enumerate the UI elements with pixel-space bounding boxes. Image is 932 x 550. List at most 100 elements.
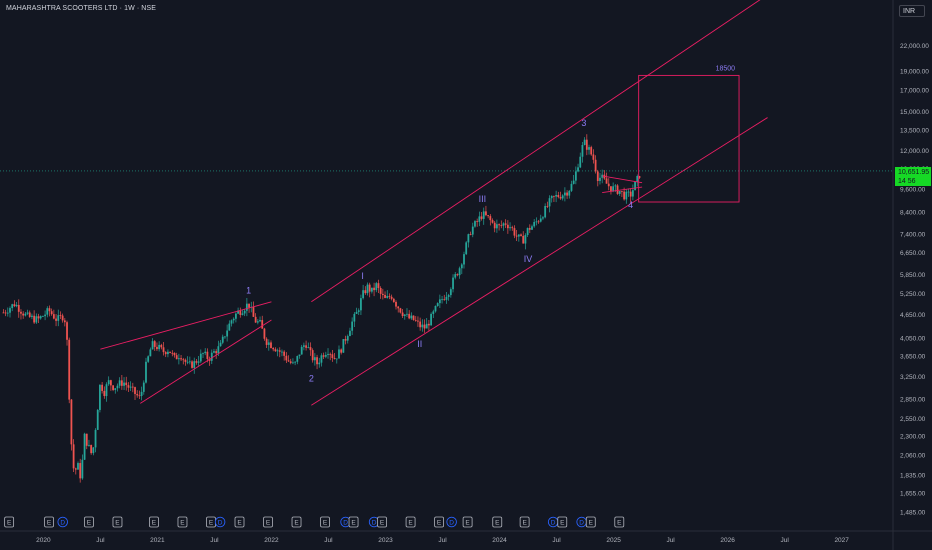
earnings-event-icon[interactable] bbox=[84, 516, 94, 528]
event-letter: E bbox=[237, 520, 242, 527]
candle-body bbox=[134, 387, 136, 395]
candle-body bbox=[546, 206, 549, 207]
candle-body bbox=[241, 313, 244, 315]
earnings-event-icon[interactable] bbox=[44, 516, 54, 528]
candle-body bbox=[346, 336, 349, 341]
candle-body bbox=[281, 351, 283, 353]
candle-body bbox=[414, 319, 417, 321]
candle-body bbox=[287, 360, 290, 362]
candle-body bbox=[421, 324, 424, 328]
earnings-event-icon[interactable] bbox=[614, 516, 625, 528]
candle-body bbox=[123, 382, 125, 386]
earnings-event-icon[interactable] bbox=[348, 516, 359, 528]
candle-body bbox=[33, 315, 36, 323]
candle-body bbox=[349, 330, 351, 337]
candle-body bbox=[292, 362, 294, 364]
candle-body bbox=[526, 228, 529, 236]
event-letter: E bbox=[351, 520, 356, 527]
candle-body bbox=[92, 447, 95, 454]
candle-body bbox=[456, 274, 459, 276]
candle-body bbox=[79, 463, 82, 479]
candle-body bbox=[186, 361, 189, 363]
y-tick-label: 19,000.00 bbox=[900, 68, 929, 75]
candle-body bbox=[487, 215, 490, 217]
candle-body bbox=[313, 357, 316, 361]
earnings-event-icon[interactable] bbox=[405, 516, 416, 528]
candle-body bbox=[612, 186, 615, 191]
candle-body bbox=[147, 356, 150, 362]
candle-body bbox=[500, 225, 503, 227]
earnings-event-icon[interactable] bbox=[4, 516, 15, 528]
candle-body bbox=[357, 310, 360, 312]
event-letter: E bbox=[47, 520, 52, 527]
candle-body bbox=[618, 191, 621, 194]
candle-body bbox=[99, 384, 101, 410]
candle-body bbox=[120, 380, 123, 386]
earnings-event-icon[interactable] bbox=[519, 516, 530, 528]
candle-body bbox=[327, 353, 329, 355]
candle-body bbox=[610, 186, 612, 191]
earnings-event-icon[interactable] bbox=[377, 516, 387, 528]
candle-body bbox=[35, 316, 38, 323]
candle-body bbox=[423, 324, 426, 329]
candle-body bbox=[13, 304, 16, 307]
earnings-event-icon[interactable] bbox=[112, 516, 123, 528]
candle-body bbox=[454, 274, 457, 278]
channel-line-main-upper[interactable] bbox=[311, 0, 767, 303]
earnings-event-icon[interactable] bbox=[149, 516, 159, 528]
candle-body bbox=[109, 380, 112, 386]
y-tick-label: 6,650.00 bbox=[900, 250, 926, 257]
candle-body bbox=[362, 290, 365, 299]
candle-body bbox=[384, 294, 386, 298]
event-letter: D bbox=[343, 520, 348, 527]
y-tick-label: 9,600.00 bbox=[900, 186, 926, 193]
earnings-event-icon[interactable] bbox=[434, 516, 444, 528]
candle-body bbox=[206, 351, 209, 359]
channel-line-wave-1-upper[interactable] bbox=[100, 301, 272, 350]
dividend-event-icon[interactable] bbox=[446, 516, 457, 528]
candle-body bbox=[474, 221, 476, 227]
candle-body bbox=[305, 345, 307, 348]
candle-body bbox=[169, 351, 172, 353]
bar-countdown: 14 56 bbox=[898, 178, 916, 185]
channel-line-wave-1-lower[interactable] bbox=[140, 319, 272, 404]
earnings-event-icon[interactable] bbox=[557, 516, 568, 528]
candle-body bbox=[533, 222, 536, 227]
y-tick-label: 2,850.00 bbox=[900, 397, 926, 404]
earnings-event-icon[interactable] bbox=[492, 516, 503, 528]
earnings-event-icon[interactable] bbox=[263, 516, 273, 528]
earnings-event-icon[interactable] bbox=[320, 516, 330, 528]
target-box[interactable] bbox=[638, 74, 740, 203]
earnings-event-icon[interactable] bbox=[177, 516, 188, 528]
candle-body bbox=[465, 242, 468, 255]
dividend-event-icon[interactable] bbox=[214, 516, 226, 528]
candle-body bbox=[482, 211, 485, 219]
earnings-event-icon[interactable] bbox=[462, 516, 473, 528]
candle-body bbox=[171, 352, 174, 354]
currency-button[interactable]: INR bbox=[899, 5, 925, 17]
dividend-event-icon[interactable] bbox=[57, 516, 68, 528]
candle-body bbox=[344, 339, 347, 341]
channel-line-main-lower[interactable] bbox=[311, 117, 768, 406]
earnings-event-icon[interactable] bbox=[291, 516, 302, 528]
channel-line-wave-4-lower[interactable] bbox=[602, 186, 643, 193]
earnings-event-icon[interactable] bbox=[234, 516, 245, 528]
candle-body bbox=[81, 459, 84, 479]
candle-body bbox=[239, 310, 242, 315]
candle-body bbox=[368, 284, 371, 292]
earnings-event-icon[interactable] bbox=[585, 516, 596, 528]
candle-body bbox=[392, 298, 395, 302]
y-tick-label: 4,050.00 bbox=[900, 336, 926, 343]
candle-body bbox=[127, 385, 130, 388]
y-tick-label: 1,655.00 bbox=[900, 491, 926, 498]
event-letter: E bbox=[408, 520, 413, 527]
y-tick-label: 13,500.00 bbox=[900, 127, 929, 134]
channel-line-wave-4-upper[interactable] bbox=[602, 175, 643, 184]
y-tick-label: 22,000.00 bbox=[900, 43, 929, 50]
x-tick-label: Jul bbox=[666, 537, 675, 544]
candle-body bbox=[105, 384, 108, 397]
candle-body bbox=[596, 171, 599, 182]
candle-body bbox=[353, 313, 356, 322]
candle-body bbox=[568, 190, 571, 196]
